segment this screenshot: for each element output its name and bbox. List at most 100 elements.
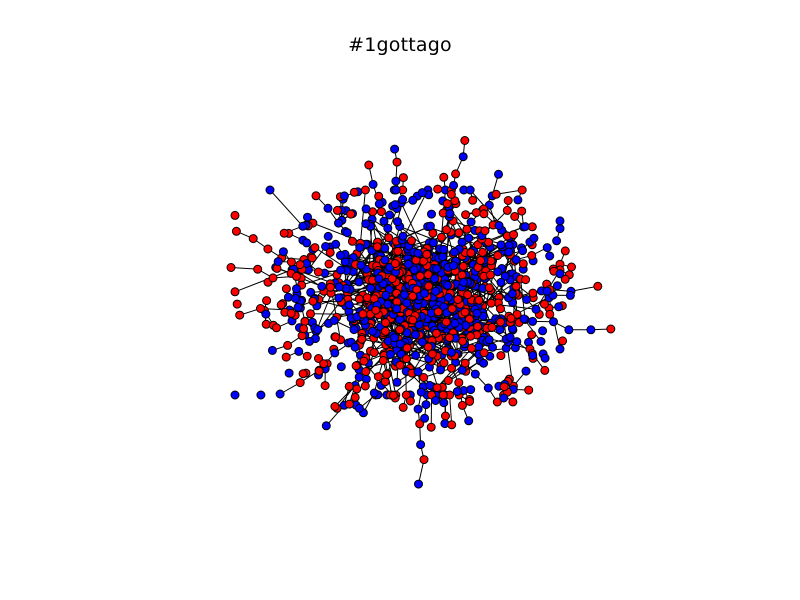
graph-node-red [491, 189, 501, 199]
graph-node-red [332, 205, 342, 215]
graph-node-blue [391, 176, 401, 186]
graph-node-red [286, 308, 296, 318]
graph-node-blue [413, 248, 423, 258]
graph-node-blue [420, 289, 429, 298]
graph-node-red [453, 295, 463, 304]
graph-node-red [441, 317, 451, 327]
graph-node-blue [361, 204, 371, 214]
graph-node-red [427, 349, 437, 359]
graph-node-red [512, 309, 522, 319]
graph-node-blue [390, 200, 400, 210]
graph-node-blue [366, 283, 376, 293]
graph-node-blue [522, 295, 532, 304]
graph-node-blue [381, 290, 391, 300]
graph-node-blue [513, 195, 523, 205]
graph-node-red [510, 212, 520, 221]
graph-node-blue [265, 185, 275, 195]
graph-node-red [442, 225, 451, 235]
graph-node-blue [374, 274, 384, 284]
graph-node-red [545, 309, 555, 319]
graph-node-blue [323, 203, 333, 213]
graph-node-red [298, 369, 308, 379]
graph-node-blue [536, 337, 546, 346]
graph-node-red [460, 136, 470, 145]
graph-node-red [344, 381, 354, 391]
graph-node-red [419, 373, 429, 382]
graph-node-red [351, 361, 361, 371]
graph-node-red [492, 397, 502, 407]
graph-node-blue [564, 325, 574, 335]
graph-node-red [295, 378, 305, 388]
graph-node-blue [431, 396, 441, 405]
graph-node-red [517, 206, 527, 216]
graph-node-red [496, 317, 505, 327]
graph-node-blue [555, 269, 565, 279]
graph-node-red [444, 333, 454, 343]
graph-node-red [330, 402, 340, 411]
graph-node-red [518, 259, 528, 269]
graph-node-blue [383, 223, 393, 233]
graph-node-blue [421, 400, 431, 410]
graph-node-blue [479, 358, 489, 368]
graph-node-blue [445, 209, 455, 219]
graph-node-blue [385, 349, 395, 359]
graph-node-red [567, 262, 576, 272]
graph-node-red [393, 246, 403, 256]
graph-node-red [378, 356, 388, 365]
graph-node-blue [464, 416, 474, 426]
graph-node-red [390, 259, 400, 268]
graph-edge [269, 189, 304, 227]
graph-node-red [402, 354, 411, 364]
graph-edge [359, 189, 366, 244]
graph-node-blue [488, 342, 497, 352]
graph-node-red [527, 251, 537, 260]
graph-node-red [433, 307, 443, 317]
graph-node-red [493, 251, 503, 260]
graph-node-red [419, 455, 429, 465]
graph-node-red [438, 390, 448, 400]
graph-node-red [457, 400, 467, 410]
graph-node-red [484, 283, 494, 293]
graph-node-red [286, 257, 296, 267]
graph-node-red [468, 195, 478, 205]
graph-node-blue [361, 219, 371, 229]
graph-node-blue [499, 393, 509, 403]
graph-node-blue [430, 274, 440, 284]
graph-node-blue [291, 294, 300, 303]
graph-node-red [326, 282, 335, 292]
graph-node-blue [472, 308, 482, 318]
graph-node-blue [380, 255, 390, 265]
graph-node-red [439, 358, 449, 368]
graph-nodes [226, 136, 616, 489]
graph-node-blue [393, 217, 402, 227]
graph-node-blue [302, 238, 312, 248]
graph-node-red [436, 232, 446, 242]
graph-node-blue [354, 277, 364, 287]
graph-node-blue [336, 362, 346, 372]
graph-node-blue [555, 216, 565, 226]
graph-node-blue [334, 218, 343, 228]
graph-node-blue [305, 336, 314, 346]
graph-node-red [395, 325, 405, 335]
graph-node-red [292, 271, 301, 281]
graph-node-red [311, 191, 321, 201]
graph-node-red [371, 305, 381, 315]
graph-node-red [479, 209, 489, 219]
graph-node-red [485, 270, 495, 280]
graph-node-blue [398, 195, 408, 204]
graph-node-blue [549, 317, 558, 327]
graph-node-blue [298, 221, 308, 231]
graph-node-blue [443, 280, 452, 290]
graph-node-red [443, 376, 453, 385]
graph-node-red [432, 383, 442, 393]
graph-node-red [232, 299, 242, 309]
graph-node-red [230, 287, 240, 297]
graph-node-red [496, 304, 505, 314]
graph-node-red [388, 390, 398, 400]
graph-node-red [299, 324, 309, 334]
graph-node-red [248, 234, 258, 244]
graph-node-red [415, 419, 425, 429]
graph-node-red [480, 226, 490, 236]
